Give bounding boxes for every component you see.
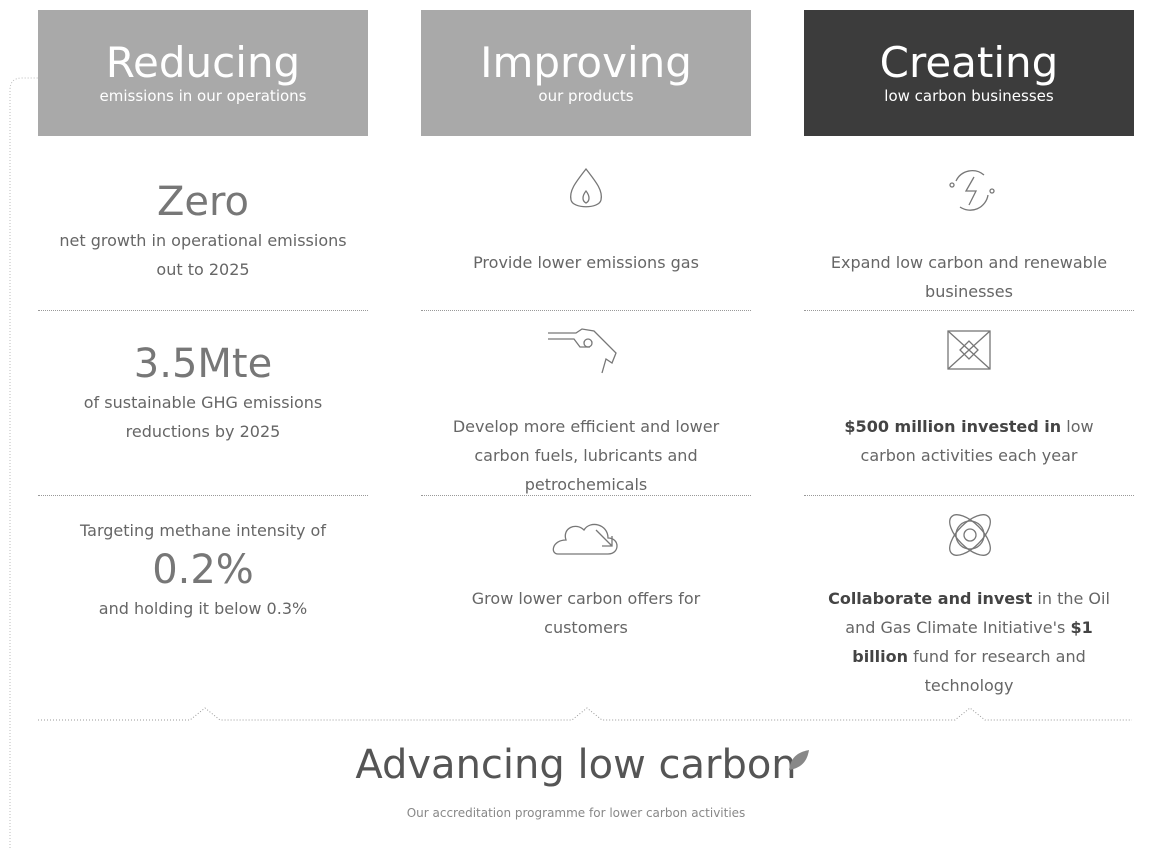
divider (421, 310, 751, 311)
item: Zero net growth in operational emissions … (38, 150, 368, 310)
item-text: of sustainable GHG emissions reductions … (38, 388, 368, 446)
item-text: Provide lower emissions gas (421, 248, 751, 277)
bold-text: $1 billion (852, 618, 1093, 666)
column-header: Creating low carbon businesses (804, 10, 1134, 136)
item-figure: Zero (156, 179, 250, 225)
divider (804, 310, 1134, 311)
frame-line (9, 77, 38, 848)
item-text: net growth in operational emissions out … (38, 226, 368, 284)
header-title: Creating (879, 38, 1059, 87)
atom-icon (949, 514, 991, 556)
fuel-icon (548, 328, 617, 374)
item: Develop more efficient and lower carbon … (421, 318, 751, 495)
item-figure: 0.2% (152, 547, 254, 593)
item: Grow lower carbon offers for customers (421, 500, 751, 710)
item: Collaborate and invest in the Oil and Ga… (804, 500, 1134, 710)
divider (421, 495, 751, 496)
item-text: Develop more efficient and lower carbon … (421, 412, 751, 499)
icon-space (804, 178, 1134, 248)
item-text: Collaborate and invest in the Oil and Ga… (804, 584, 1134, 700)
item-text: and holding it below 0.3% (38, 594, 368, 623)
leaf-icon (789, 750, 809, 770)
item: $500 million invested in low carbon acti… (804, 318, 1134, 495)
column-header: Improving our products (421, 10, 751, 136)
text: fund for research and technology (908, 647, 1086, 695)
bold-text: Collaborate and invest (828, 589, 1033, 608)
text: Grow lower carbon offers for customers (471, 589, 701, 637)
divider (804, 495, 1134, 496)
item: Provide lower emissions gas (421, 150, 751, 310)
icon-space (421, 516, 751, 584)
text: and holding it below 0.3% (98, 599, 308, 618)
text: low carbon activities each year (860, 417, 1094, 465)
bold-text: $500 million invested in (844, 417, 1062, 436)
flame-icon (569, 167, 603, 208)
text: Provide lower emissions gas (473, 253, 699, 272)
item: 3.5Mte of sustainable GHG emissions reduc… (38, 318, 368, 495)
text: of sustainable GHG emissions reductions … (83, 393, 323, 441)
item-intro: Targeting methane intensity of (80, 521, 326, 540)
icon-space (421, 178, 751, 248)
cloud-icon (552, 523, 618, 555)
invest-icon (947, 330, 991, 370)
column-header: Reducing emissions in our operations (38, 10, 368, 136)
item-text: Grow lower carbon offers for customers (421, 584, 751, 642)
divider (38, 495, 368, 496)
header-subtitle: our products (538, 87, 634, 105)
header-subtitle: emissions in our operations (99, 87, 307, 105)
item: Targeting methane intensity of 0.2% and ho… (38, 500, 368, 710)
text: Develop more efficient and lower carbon … (452, 417, 720, 494)
footer-subtitle: Our accreditation programme for lower ca… (406, 806, 746, 820)
header-title: Reducing (105, 38, 301, 87)
icon-space (421, 340, 751, 412)
header-title: Improving (480, 38, 692, 87)
text: net growth in operational emissions out … (59, 231, 347, 279)
energy-icon (949, 170, 995, 211)
text: in the Oil and Gas Climate Initiative's (845, 589, 1110, 637)
item-text: Expand low carbon and renewable business… (804, 248, 1134, 306)
divider (38, 310, 368, 311)
footer-line (38, 707, 1132, 721)
item: Expand low carbon and renewable business… (804, 150, 1134, 310)
icon-space (804, 340, 1134, 412)
item-text: $500 million invested in low carbon acti… (804, 412, 1134, 470)
icon-space (804, 516, 1134, 584)
text: Expand low carbon and renewable business… (830, 253, 1108, 301)
footer-title: Advancing low carbon (355, 742, 797, 788)
item-figure: 3.5Mte (133, 341, 273, 387)
header-subtitle: low carbon businesses (884, 87, 1054, 105)
